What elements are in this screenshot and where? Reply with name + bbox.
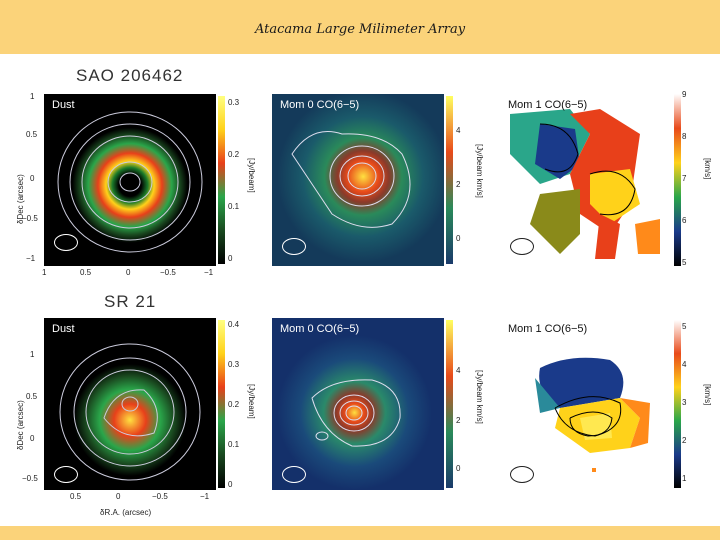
cbar-tick: 4 [682, 360, 687, 369]
cbar-tick: 2 [682, 436, 687, 445]
cbar-tick: 5 [682, 322, 687, 331]
cbar-tick: 0 [228, 480, 233, 489]
cbar-tick: 6 [682, 216, 687, 225]
object-label-sao206462: SAO 206462 [76, 66, 184, 85]
cbar-unit: [Jy/beam km/s] [475, 370, 484, 424]
panel-label-mom0: Mom 0 CO(6−5) [280, 323, 360, 335]
cbar-tick: 9 [682, 90, 687, 99]
cbar-tick: 1 [682, 474, 687, 483]
panel-label-mom0: Mom 0 CO(6−5) [280, 99, 360, 111]
y-tick: 0.5 [26, 130, 38, 139]
y-tick: 1 [30, 350, 35, 359]
x-tick: 0 [126, 268, 131, 277]
x-tick: 0.5 [70, 492, 82, 501]
mom0-map-sr21: Mom 0 CO(6−5) [272, 318, 444, 490]
dust-map-sr21: Dust [44, 318, 216, 490]
x-tick: 0.5 [80, 268, 92, 277]
cbar-tick: 3 [682, 398, 687, 407]
cbar-tick: 0 [228, 254, 233, 263]
y-tick: −0.5 [22, 214, 38, 223]
cbar-unit: [Jy/beam] [247, 384, 256, 419]
panel-label-mom1: Mom 1 CO(6−5) [508, 99, 588, 111]
cbar-unit: [Jy/beam km/s] [475, 144, 484, 198]
y-tick: 0 [30, 174, 35, 183]
cbar-tick: 0 [456, 464, 461, 473]
cbar-tick: 4 [456, 126, 461, 135]
y-tick: 1 [30, 92, 35, 101]
figure-area: SAO 206462 δDec (arcsec) 1 0.5 0 −0.5 −1 [0, 54, 720, 526]
panel-label-mom1: Mom 1 CO(6−5) [508, 323, 588, 335]
bottom-frame [0, 526, 720, 540]
panel-label-dust: Dust [52, 323, 75, 335]
beam-ellipse [282, 466, 306, 483]
x-tick: −1 [200, 492, 210, 501]
object-label-sr21: SR 21 [104, 292, 157, 311]
colorbar-dust-sao [218, 96, 225, 264]
beam-ellipse [54, 234, 78, 251]
y-axis-label: δDec (arcsec) [16, 400, 25, 450]
mom0-map-sao206462: Mom 0 CO(6−5) [272, 94, 444, 266]
x-tick: 0 [116, 492, 121, 501]
mom1-map-sr21: Mom 1 CO(6−5) [500, 318, 672, 490]
cbar-tick: 0 [456, 234, 461, 243]
cbar-tick: 5 [682, 258, 687, 267]
y-tick: −0.5 [22, 474, 38, 483]
y-tick: 0 [30, 434, 35, 443]
x-tick: −0.5 [152, 492, 168, 501]
y-tick: −1 [26, 254, 36, 263]
x-tick: 1 [42, 268, 47, 277]
panel-label-dust: Dust [52, 99, 75, 111]
x-tick: −0.5 [160, 268, 176, 277]
colorbar-mom0-sao [446, 96, 453, 264]
cbar-tick: 2 [456, 416, 461, 425]
cbar-unit: [km/s] [703, 384, 712, 406]
slide-title: Atacama Large Milimeter Array [254, 22, 466, 37]
colorbar-mom1-sr21 [674, 320, 681, 488]
cbar-tick: 0.1 [228, 202, 240, 211]
cbar-tick: 0.2 [228, 150, 240, 159]
beam-ellipse [54, 466, 78, 483]
colorbar-mom0-sr21 [446, 320, 453, 488]
cbar-unit: [Jy/beam] [247, 158, 256, 193]
y-tick: 0.5 [26, 392, 38, 401]
cbar-tick: 0.3 [228, 98, 240, 107]
x-tick: −1 [204, 268, 214, 277]
x-axis-label: δR.A. (arcsec) [100, 508, 152, 517]
cbar-tick: 0.4 [228, 320, 240, 329]
mom1-map-sao206462: Mom 1 CO(6−5) [500, 94, 672, 266]
dust-map-sao206462: Dust [44, 94, 216, 266]
cbar-tick: 0.1 [228, 440, 240, 449]
cbar-tick: 0.3 [228, 360, 240, 369]
colorbar-mom1-sao [674, 94, 681, 266]
cbar-unit: [km/s] [703, 158, 712, 180]
beam-ellipse [282, 238, 306, 255]
cbar-tick: 2 [456, 180, 461, 189]
beam-ellipse [510, 466, 534, 483]
beam-ellipse [510, 238, 534, 255]
colorbar-dust-sr21 [218, 320, 225, 488]
cbar-tick: 8 [682, 132, 687, 141]
cbar-tick: 4 [456, 366, 461, 375]
cbar-tick: 0.2 [228, 400, 240, 409]
cbar-tick: 7 [682, 174, 687, 183]
